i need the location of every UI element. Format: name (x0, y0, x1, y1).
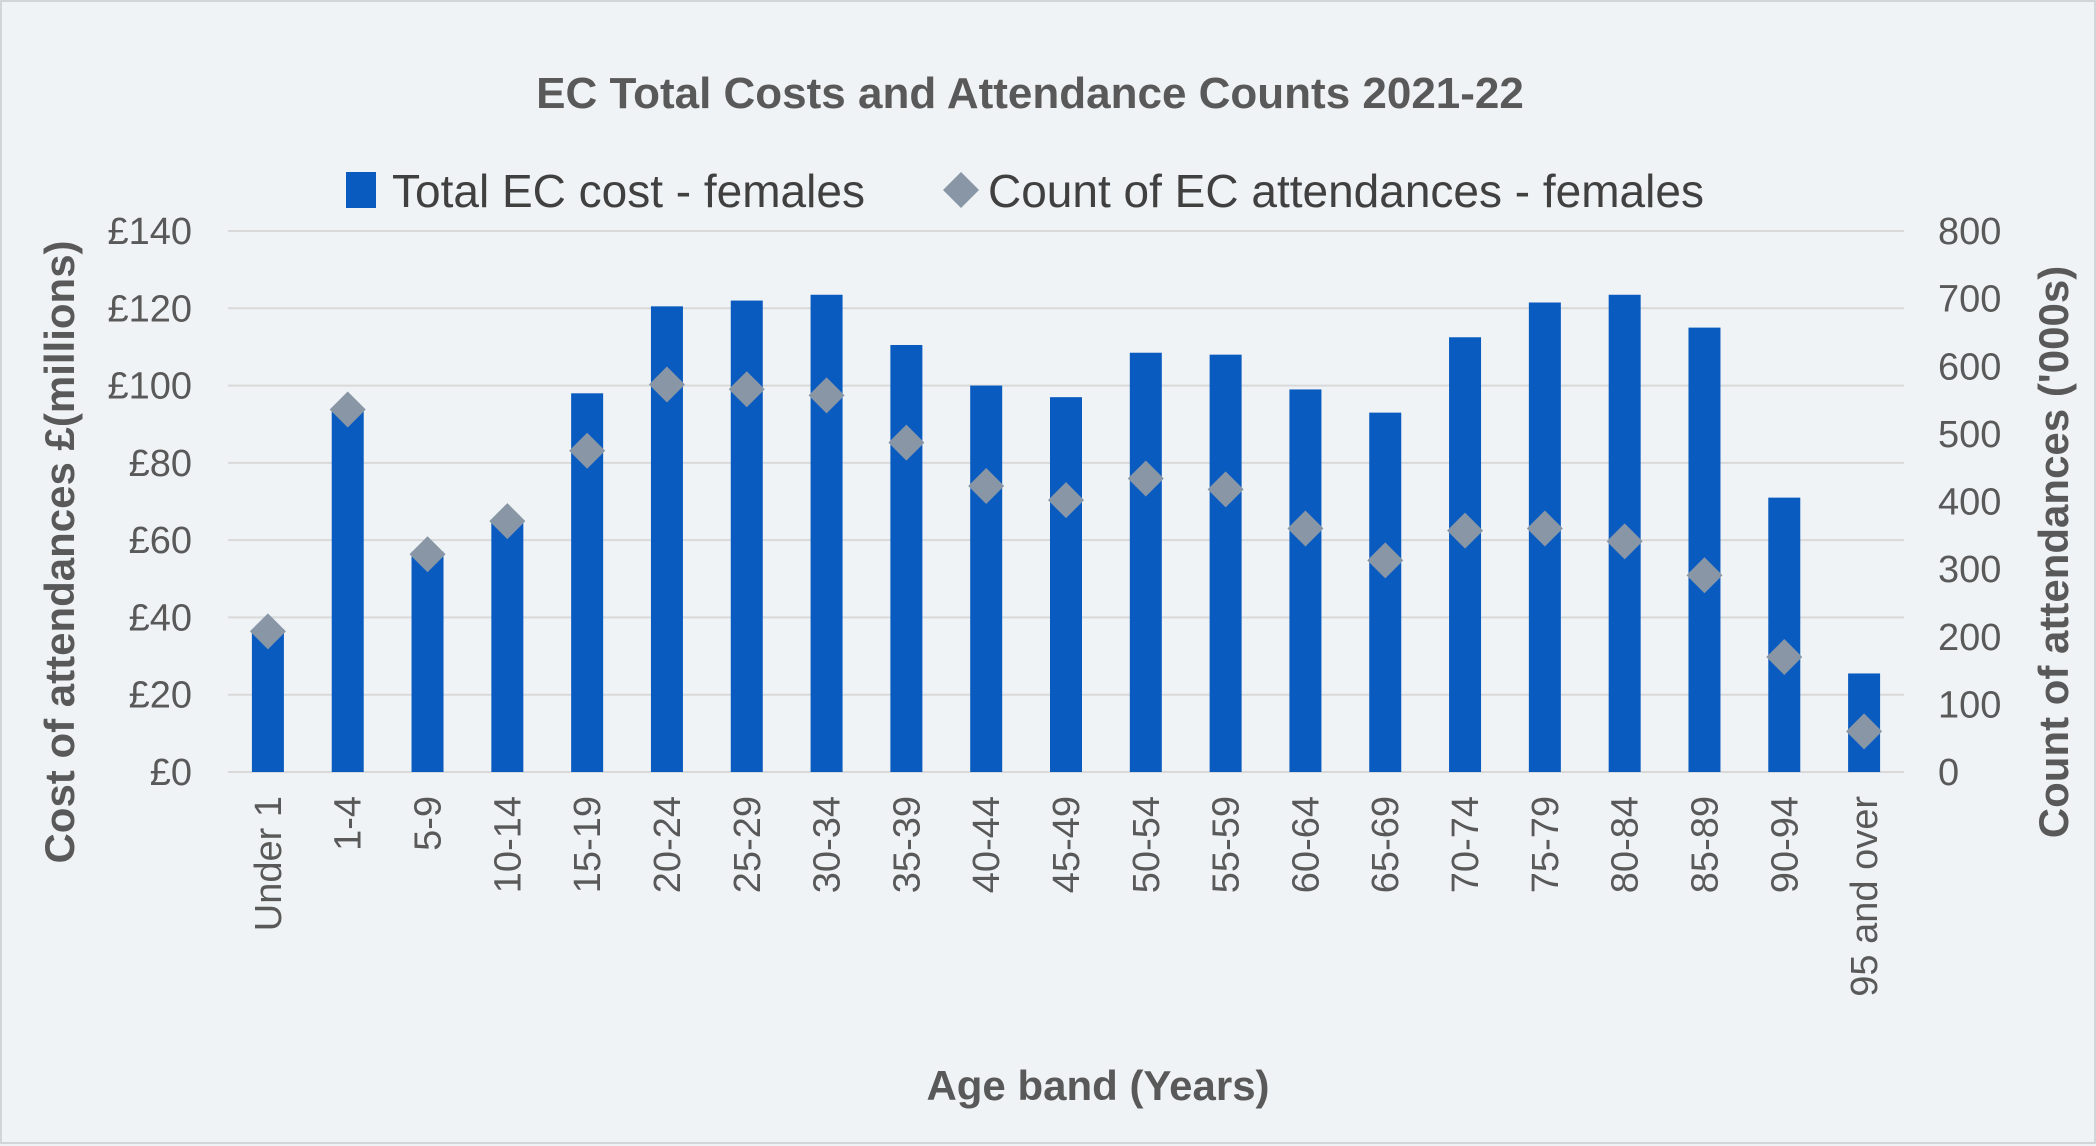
diamond-marker (1207, 471, 1244, 508)
y-tick-label-right: 200 (1938, 617, 2001, 659)
diamond-marker (1367, 542, 1404, 579)
legend-swatch-bar (346, 172, 376, 208)
diamond-marker (1846, 713, 1883, 750)
diamond-marker (1766, 639, 1803, 676)
x-tick-label: 20-24 (647, 796, 689, 893)
y-tick-label-right: 400 (1938, 482, 2001, 524)
bar (1688, 327, 1721, 772)
diamond-marker (1048, 482, 1084, 519)
chart-title: EC Total Costs and Attendance Counts 202… (536, 69, 1524, 118)
y-tick-label-left: £40 (129, 597, 192, 639)
y-axis-title-left: Cost of attendances £(millions) (36, 240, 83, 863)
bar (1289, 389, 1322, 772)
x-tick-label: 35-39 (886, 796, 928, 893)
diamond-marker (1526, 510, 1563, 547)
y-tick-label-left: £80 (129, 443, 192, 485)
x-tick-label: 75-79 (1525, 796, 1567, 893)
x-tick-label: 10-14 (487, 796, 529, 893)
bar (491, 520, 524, 772)
x-tick-label: 15-19 (567, 796, 609, 893)
diamond-marker (1606, 523, 1643, 560)
y-tick-label-left: £100 (107, 366, 192, 408)
bar (1209, 354, 1242, 772)
left-y-axis: £0 £20 £40 £60 £80 £100 £120 £140 (107, 211, 192, 794)
diamond-marker (888, 424, 925, 461)
x-tick-label: Under 1 (248, 796, 290, 931)
bar (1050, 397, 1082, 772)
x-tick-label: 40-44 (966, 796, 1008, 893)
bar (890, 344, 923, 772)
x-tick-label: 70-74 (1445, 796, 1487, 893)
x-tick-label: 80-84 (1605, 796, 1647, 893)
diamond-marker (569, 432, 606, 469)
right-y-axis: 0 100 200 300 400 500 600 700 800 (1938, 211, 2001, 794)
bar (411, 551, 444, 772)
legend-label-attendances: Count of EC attendances - females (988, 165, 1704, 217)
y-tick-label-left: £0 (150, 752, 192, 794)
diamond-marker (968, 467, 1005, 504)
x-tick-label: 5-9 (408, 796, 450, 851)
diamond-marker (1447, 512, 1484, 549)
diamond-marker (489, 503, 526, 540)
diamond-marker (1127, 460, 1164, 497)
legend-swatch-diamond (943, 172, 979, 208)
y-tick-label-right: 100 (1938, 684, 2001, 726)
bar (810, 294, 843, 772)
y-axis-title-right: Count of attendances ('000s) (2030, 266, 2077, 838)
x-tick-label: 85-89 (1684, 796, 1726, 893)
diamond-marker (409, 536, 446, 573)
legend: Total EC cost - females Count of EC atte… (346, 165, 1704, 217)
x-tick-label: 45-49 (1046, 796, 1088, 893)
bar (251, 629, 284, 772)
bar (1768, 497, 1801, 772)
bar-series (251, 294, 1881, 772)
diamond-marker (329, 391, 366, 428)
x-tick-label: 30-34 (807, 796, 849, 893)
y-tick-label-left: £60 (129, 520, 192, 562)
diamond-marker (648, 366, 685, 403)
x-axis-title: Age band (Years) (926, 1062, 1269, 1109)
x-tick-label: 55-59 (1206, 796, 1248, 893)
bar (970, 385, 1003, 772)
y-tick-label-right: 700 (1938, 279, 2001, 321)
x-tick-label: 25-29 (727, 796, 769, 893)
y-tick-label-right: 0 (1938, 752, 1959, 794)
y-tick-label-right: 500 (1938, 414, 2001, 456)
y-tick-label-right: 800 (1938, 211, 2001, 253)
y-tick-label-left: £20 (129, 675, 192, 717)
y-tick-label-left: £120 (107, 288, 192, 330)
marker-series (249, 366, 1883, 750)
diamond-marker (1686, 557, 1723, 594)
bar (1449, 337, 1482, 772)
x-tick-label: 90-94 (1764, 796, 1806, 893)
x-tick-label: 65-69 (1365, 796, 1407, 893)
diamond-marker (808, 377, 845, 414)
legend-label-cost: Total EC cost - females (392, 165, 865, 217)
diamond-marker (1287, 510, 1324, 547)
bar (1129, 352, 1162, 772)
y-tick-label-left: £140 (107, 211, 192, 253)
x-tick-label: 60-64 (1285, 796, 1327, 893)
diamond-marker (728, 371, 765, 408)
x-tick-label: 95 and over (1844, 796, 1886, 997)
x-axis: Under 1 1-4 5-9 10-14 15-19 20-24 25-29 30-34 35… (248, 796, 1886, 997)
x-tick-label: 50-54 (1126, 796, 1168, 893)
x-tick-label: 1-4 (328, 796, 370, 851)
y-tick-label-right: 600 (1938, 346, 2001, 388)
diamond-marker (249, 613, 286, 650)
bar (331, 408, 364, 772)
y-tick-label-right: 300 (1938, 549, 2001, 591)
bar (1369, 412, 1402, 772)
